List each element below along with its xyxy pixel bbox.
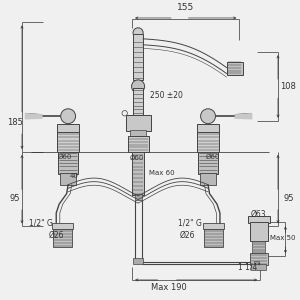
- Bar: [133, 258, 143, 264]
- Bar: [126, 115, 151, 131]
- Circle shape: [133, 28, 143, 38]
- Bar: [252, 241, 265, 253]
- Bar: [250, 223, 268, 241]
- Text: Ø63: Ø63: [251, 210, 266, 219]
- Text: 1/2" G: 1/2" G: [29, 219, 53, 228]
- Bar: [254, 261, 259, 264]
- Text: 250 ±20: 250 ±20: [150, 91, 183, 100]
- Circle shape: [61, 109, 76, 124]
- Bar: [58, 152, 78, 174]
- Bar: [133, 88, 143, 115]
- Bar: [128, 136, 148, 152]
- Bar: [204, 229, 223, 247]
- Text: Max 190: Max 190: [152, 283, 187, 292]
- Bar: [198, 152, 218, 174]
- Circle shape: [131, 80, 145, 93]
- Bar: [52, 223, 73, 229]
- Bar: [197, 132, 219, 152]
- Bar: [60, 173, 76, 185]
- Bar: [57, 124, 80, 133]
- Text: 95: 95: [283, 194, 294, 202]
- Text: 95: 95: [9, 194, 20, 202]
- Bar: [203, 223, 224, 229]
- Text: 155: 155: [177, 3, 194, 12]
- Text: 40: 40: [70, 173, 79, 179]
- Bar: [250, 253, 268, 265]
- Bar: [197, 124, 219, 133]
- Text: 185: 185: [7, 118, 22, 127]
- Text: Max 50: Max 50: [270, 235, 296, 241]
- Text: Ø26: Ø26: [179, 231, 195, 240]
- Text: 108: 108: [280, 82, 296, 91]
- Bar: [226, 61, 243, 75]
- Bar: [130, 130, 146, 137]
- Text: Ø60: Ø60: [205, 153, 220, 159]
- Bar: [200, 173, 216, 185]
- Text: Ø60: Ø60: [129, 155, 144, 161]
- Text: Ø26: Ø26: [49, 231, 64, 240]
- Bar: [53, 229, 72, 247]
- Bar: [134, 194, 142, 200]
- Circle shape: [201, 109, 215, 124]
- Text: 1/2" G: 1/2" G: [178, 219, 202, 228]
- Text: Ø60: Ø60: [58, 153, 72, 159]
- Text: 1 1/4": 1 1/4": [238, 262, 261, 271]
- Bar: [251, 264, 266, 270]
- Text: Max 60: Max 60: [148, 170, 174, 176]
- Bar: [132, 152, 144, 195]
- Bar: [133, 34, 143, 80]
- Bar: [248, 216, 270, 224]
- Bar: [57, 132, 80, 152]
